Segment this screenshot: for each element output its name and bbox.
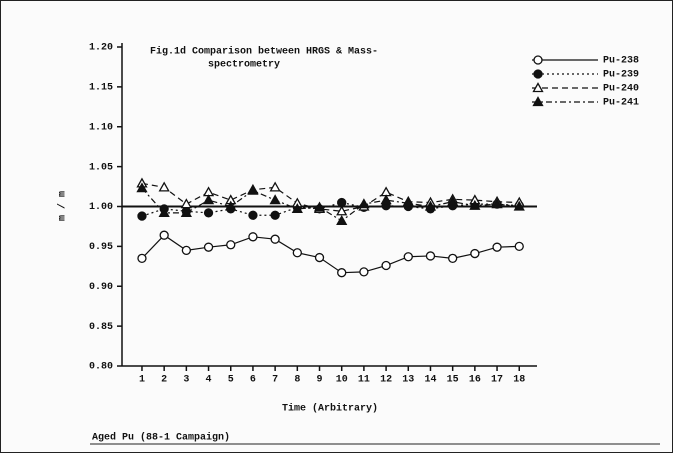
data-point bbox=[337, 197, 347, 208]
chart-title: spectrometry bbox=[208, 60, 280, 71]
x-tick-label: 13 bbox=[402, 375, 414, 386]
data-point bbox=[313, 201, 326, 212]
legend-label: Pu-239 bbox=[603, 70, 639, 81]
y-tick-label: 1.10 bbox=[89, 122, 113, 133]
data-point bbox=[337, 268, 347, 278]
data-point bbox=[181, 245, 192, 256]
data-point bbox=[448, 253, 458, 263]
data-point bbox=[158, 207, 170, 218]
x-tick-label: 1 bbox=[139, 375, 145, 386]
data-point bbox=[358, 198, 370, 209]
data-point bbox=[203, 208, 214, 218]
x-tick-label: 12 bbox=[380, 375, 392, 386]
y-tick-label: 0.80 bbox=[89, 362, 113, 373]
y-tick-label: 1.00 bbox=[89, 202, 113, 213]
data-point bbox=[402, 197, 414, 208]
data-point bbox=[514, 241, 524, 252]
data-point bbox=[336, 205, 348, 216]
legend-label: Pu-240 bbox=[603, 84, 639, 95]
data-point bbox=[203, 242, 214, 252]
data-point bbox=[424, 200, 437, 211]
footer-text: Aged Pu (88-1 Campaign) bbox=[92, 432, 230, 444]
y-tick-label: 0.95 bbox=[89, 242, 113, 253]
legend-marker bbox=[532, 96, 544, 107]
data-point bbox=[469, 199, 481, 210]
x-tick-label: 6 bbox=[250, 375, 256, 386]
x-tick-label: 2 bbox=[161, 375, 167, 386]
data-point bbox=[225, 200, 237, 211]
y-tick-label: 0.90 bbox=[89, 282, 113, 293]
data-point bbox=[447, 195, 459, 206]
x-tick-label: 3 bbox=[183, 375, 189, 386]
legend-marker bbox=[533, 55, 543, 65]
y-axis-label: m / m bbox=[57, 191, 69, 221]
y-tick-label: 1.20 bbox=[89, 43, 113, 54]
series-line bbox=[141, 187, 520, 222]
data-point bbox=[291, 203, 303, 214]
data-point bbox=[336, 215, 348, 226]
x-tick-label: 5 bbox=[228, 375, 234, 386]
x-tick-label: 10 bbox=[336, 375, 348, 386]
legend-label: Pu-238 bbox=[603, 56, 639, 67]
data-point bbox=[270, 210, 280, 220]
data-point bbox=[136, 182, 148, 193]
legend-label: Pu-241 bbox=[603, 98, 639, 109]
data-point bbox=[470, 248, 480, 259]
data-point bbox=[359, 267, 369, 277]
data-point bbox=[158, 181, 170, 192]
data-point bbox=[137, 211, 147, 221]
data-point bbox=[248, 232, 258, 242]
y-tick-label: 1.15 bbox=[89, 83, 113, 94]
x-tick-label: 14 bbox=[424, 375, 436, 386]
x-tick-label: 9 bbox=[317, 375, 323, 386]
chart-title: Fig.1d Comparison between HRGS & Mass- bbox=[150, 46, 378, 58]
x-tick-label: 15 bbox=[447, 375, 459, 386]
data-point bbox=[226, 240, 236, 250]
data-point bbox=[270, 234, 280, 244]
data-point bbox=[247, 184, 259, 195]
y-tick-label: 0.85 bbox=[89, 322, 113, 333]
data-point bbox=[292, 248, 302, 258]
data-point bbox=[491, 198, 503, 209]
x-tick-label: 8 bbox=[294, 375, 300, 386]
data-point bbox=[269, 181, 281, 192]
data-point bbox=[159, 230, 169, 240]
y-tick-label: 1.05 bbox=[89, 162, 113, 173]
data-point bbox=[202, 194, 215, 205]
legend-marker bbox=[532, 82, 544, 93]
data-point bbox=[314, 252, 325, 263]
data-point bbox=[380, 194, 392, 205]
data-point bbox=[381, 260, 391, 271]
x-axis-label: Time (Arbitrary) bbox=[282, 403, 378, 415]
data-point bbox=[403, 252, 413, 262]
x-tick-label: 18 bbox=[513, 375, 525, 386]
legend-marker bbox=[533, 69, 543, 79]
data-point bbox=[513, 200, 525, 211]
x-tick-label: 4 bbox=[206, 375, 212, 386]
x-tick-label: 16 bbox=[469, 375, 481, 386]
data-point bbox=[137, 253, 147, 263]
data-point bbox=[180, 207, 192, 218]
x-tick-label: 17 bbox=[491, 375, 503, 386]
data-point bbox=[425, 251, 436, 261]
data-point bbox=[269, 194, 281, 205]
data-point bbox=[248, 210, 258, 220]
data-point bbox=[492, 242, 502, 252]
x-tick-label: 7 bbox=[272, 375, 278, 386]
x-tick-label: 11 bbox=[358, 375, 370, 386]
